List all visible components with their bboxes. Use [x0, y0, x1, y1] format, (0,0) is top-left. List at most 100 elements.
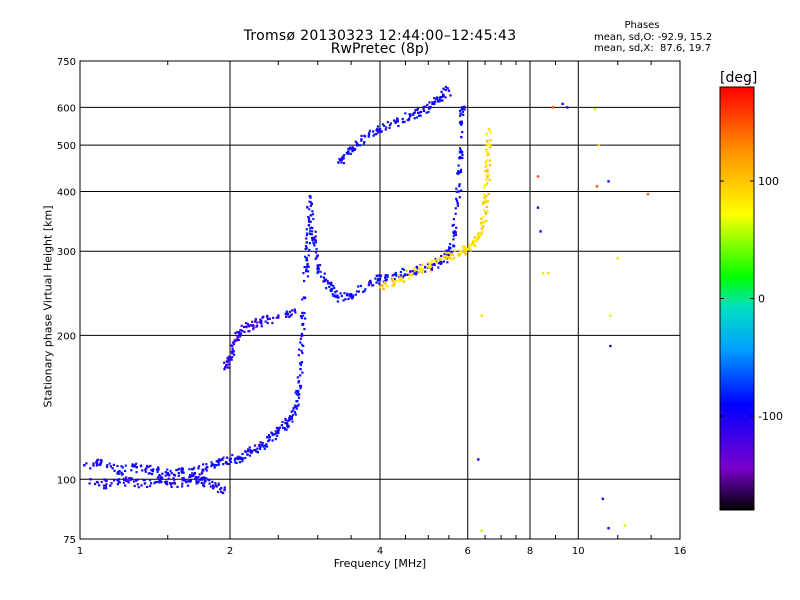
data-point [451, 224, 454, 227]
data-point [416, 267, 419, 270]
data-point [172, 473, 176, 476]
data-point [235, 461, 238, 465]
data-point [233, 353, 236, 356]
data-point [188, 468, 191, 471]
data-point [164, 481, 167, 484]
data-point [339, 292, 342, 295]
data-point [472, 241, 475, 244]
data-point [305, 266, 308, 269]
data-point [467, 247, 470, 251]
stats-x-mode: mean, sd,X: 87.6, 19.7 [594, 43, 711, 54]
data-point [323, 272, 326, 275]
data-point [489, 143, 492, 146]
data-point [275, 316, 278, 319]
data-point [102, 484, 106, 487]
data-point [347, 297, 350, 301]
data-point [232, 350, 235, 353]
data-point [449, 94, 452, 97]
data-point [484, 198, 487, 201]
data-point [461, 153, 464, 157]
data-point [301, 298, 304, 301]
data-point [204, 480, 207, 483]
data-point [430, 266, 434, 269]
data-point [185, 481, 188, 484]
data-point [158, 475, 161, 478]
data-point [459, 148, 462, 151]
data-point [300, 332, 304, 335]
data-point [359, 284, 362, 288]
data-point [326, 279, 329, 282]
data-point [233, 458, 237, 462]
data-point [149, 482, 153, 485]
data-point [186, 484, 190, 487]
data-point [158, 481, 161, 484]
data-point [103, 478, 106, 481]
data-point [536, 206, 540, 209]
data-point [407, 118, 411, 121]
data-point [463, 245, 467, 248]
data-point [165, 480, 169, 483]
data-point [470, 243, 473, 246]
data-point [255, 325, 258, 328]
data-point [480, 223, 483, 226]
data-point [253, 444, 257, 447]
data-point [308, 248, 311, 252]
data-point [454, 207, 457, 210]
data-point [433, 97, 436, 100]
data-point [457, 170, 460, 173]
phase-title: Phases [624, 20, 660, 31]
data-point [104, 479, 107, 482]
data-point [249, 449, 252, 452]
data-point [314, 257, 317, 260]
data-point [105, 465, 109, 469]
data-point [129, 477, 132, 480]
data-point [226, 366, 229, 369]
data-point [459, 156, 462, 160]
data-point [397, 274, 401, 277]
data-point [455, 197, 458, 201]
data-point [190, 468, 194, 471]
data-point [409, 113, 412, 116]
data-point [452, 218, 456, 221]
data-point [458, 183, 461, 186]
data-point [380, 130, 383, 133]
data-point [83, 464, 86, 467]
data-point [332, 284, 335, 288]
data-point [316, 266, 320, 269]
data-point [264, 320, 267, 323]
data-point [351, 150, 354, 153]
data-point [111, 467, 114, 470]
data-point [134, 465, 137, 468]
data-point [386, 285, 389, 288]
data-point [302, 314, 305, 317]
data-point [349, 296, 352, 299]
data-point [290, 410, 293, 413]
data-point [312, 217, 315, 221]
data-point [232, 343, 235, 346]
data-point [271, 321, 274, 325]
data-point [155, 468, 159, 471]
data-point [335, 290, 338, 293]
data-point [376, 127, 379, 131]
data-point [290, 417, 294, 420]
data-point [235, 456, 239, 459]
y-tick-label: 750 [57, 57, 76, 68]
data-point [314, 251, 318, 254]
data-point [235, 331, 239, 334]
data-point [277, 430, 280, 434]
data-point [456, 204, 459, 207]
data-point [310, 233, 313, 236]
data-point [220, 458, 223, 461]
data-point [244, 456, 247, 460]
data-point [170, 472, 173, 475]
data-point [112, 479, 116, 482]
data-point [307, 217, 311, 220]
data-point [250, 451, 253, 454]
data-point [330, 281, 333, 284]
data-point [292, 406, 295, 410]
data-point [415, 116, 419, 119]
data-point [222, 491, 225, 495]
data-point [416, 111, 420, 114]
data-point [301, 371, 304, 374]
data-point [461, 113, 464, 116]
